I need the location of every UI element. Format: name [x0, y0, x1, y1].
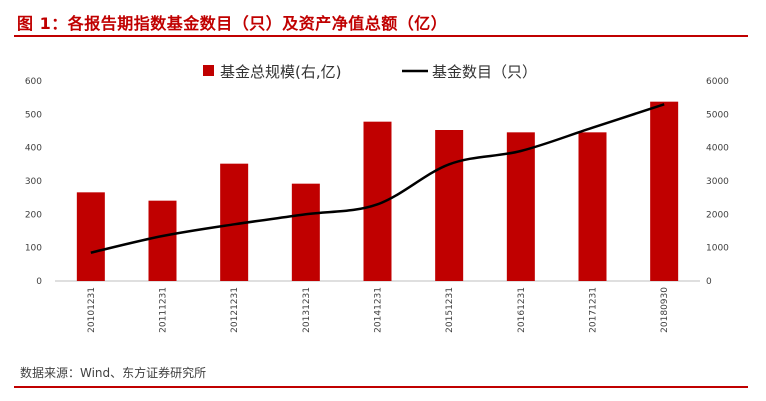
bar [291, 183, 320, 281]
legend-bar-label: 基金总规模(右,亿) [220, 63, 341, 81]
right-tick-label: 2000 [706, 210, 729, 220]
x-tick-label: 20171231 [589, 287, 599, 333]
line-series [90, 103, 665, 254]
right-tick-label: 5000 [706, 110, 729, 120]
left-tick-label: 400 [25, 144, 42, 154]
legend: 基金总规模(右,亿) 基金数目（只） [203, 63, 537, 81]
left-tick-label: 500 [25, 110, 42, 120]
right-tick-label: 6000 [706, 77, 729, 87]
left-tick-label: 600 [25, 77, 42, 87]
bar [650, 101, 679, 282]
right-tick-label: 4000 [706, 144, 729, 154]
right-tick-label: 3000 [706, 177, 729, 187]
left-axis: 0 100 200 300 400 500 600 [25, 77, 42, 287]
bottom-rule [14, 386, 748, 388]
left-tick-label: 300 [25, 177, 42, 187]
bar [76, 192, 105, 281]
x-tick-label: 20161231 [517, 287, 527, 333]
x-tick-label: 20131231 [302, 287, 312, 333]
bar [435, 130, 464, 281]
figure-title: 图 1：各报告期指数基金数目（只）及资产净值总额（亿） [17, 14, 448, 33]
legend-line-label: 基金数目（只） [432, 63, 537, 81]
right-axis: 0 1000 2000 3000 4000 5000 6000 [706, 77, 729, 287]
x-tick-label: 20111231 [159, 287, 169, 333]
top-rule [14, 35, 748, 37]
left-tick-label: 100 [25, 244, 42, 254]
x-tick-label: 20180930 [660, 287, 670, 333]
bar [506, 132, 535, 281]
x-tick-label: 20101231 [87, 287, 97, 333]
right-tick-label: 1000 [706, 244, 729, 254]
legend-bar-swatch [203, 65, 214, 76]
left-tick-label: 0 [36, 277, 42, 287]
right-tick-label: 0 [706, 277, 712, 287]
left-tick-label: 200 [25, 210, 42, 220]
source-note: 数据来源：Wind、东方证券研究所 [20, 366, 207, 380]
bar [148, 200, 177, 281]
bar [578, 132, 607, 281]
x-tick-label: 20141231 [374, 287, 384, 333]
x-tick-label: 20121231 [230, 287, 240, 333]
x-axis-labels: 20101231 20111231 20121231 20131231 20141231… [87, 287, 670, 333]
x-tick-label: 20151231 [445, 287, 455, 333]
